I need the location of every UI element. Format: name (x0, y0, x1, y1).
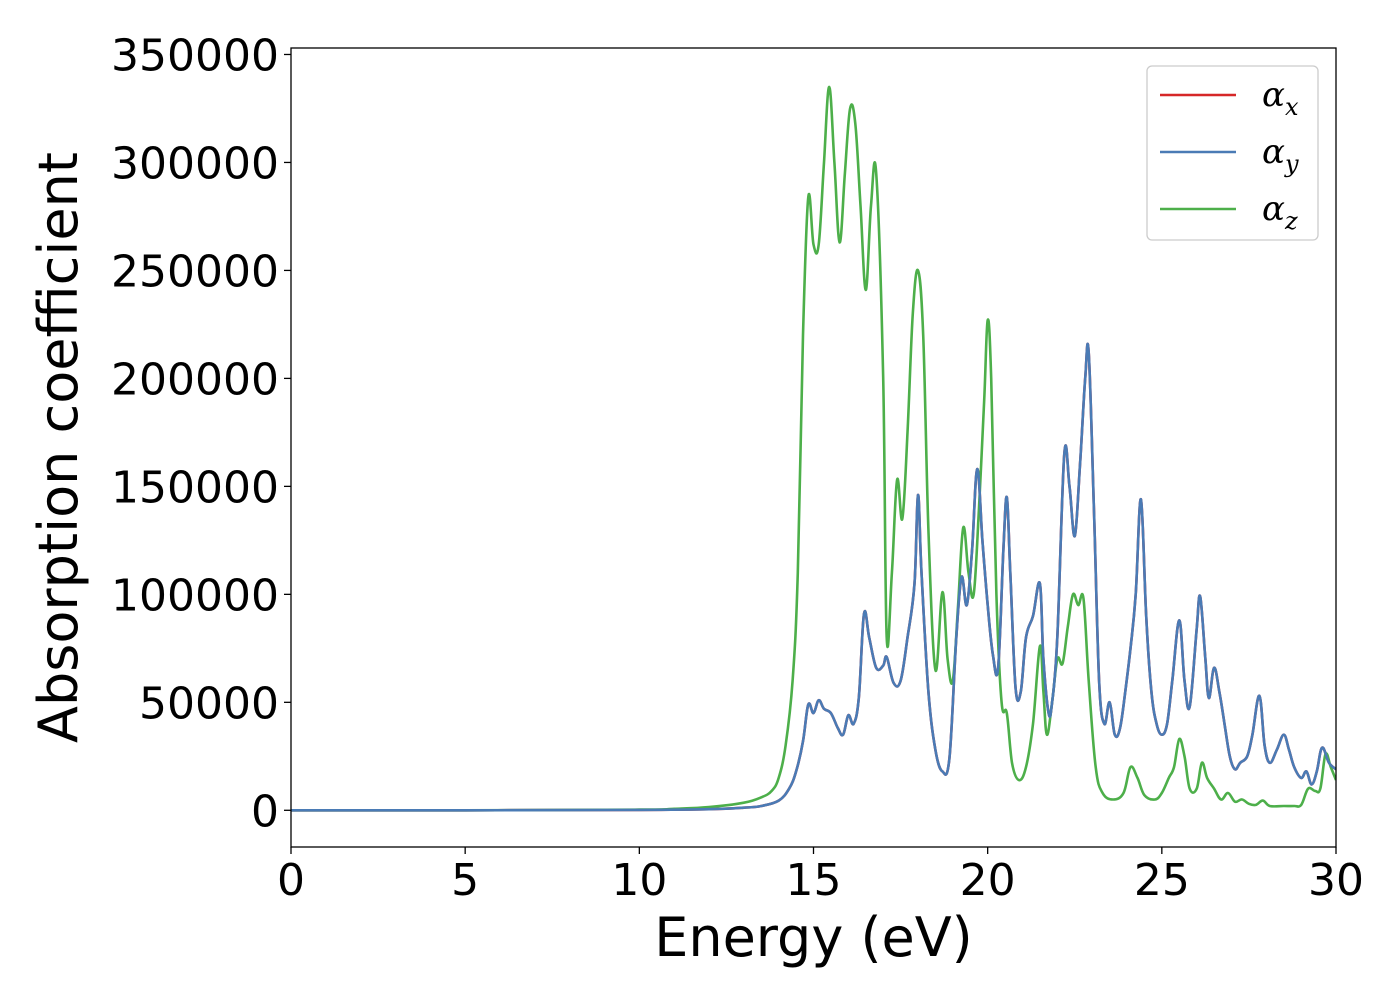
y-tick-label: 150000 (111, 462, 279, 513)
legend-label-x: αx (1262, 75, 1299, 121)
x-tick-label: 0 (277, 855, 305, 906)
y-tick-label: 300000 (111, 138, 279, 189)
y-tick-label: 250000 (111, 246, 279, 297)
y-tick-label: 200000 (111, 354, 279, 405)
y-tick-label: 50000 (139, 678, 279, 729)
x-tick-label: 20 (960, 855, 1016, 906)
x-tick-label: 15 (786, 855, 842, 906)
x-tick-label: 25 (1134, 855, 1190, 906)
legend-label-y: αy (1262, 132, 1299, 178)
x-tick-label: 5 (451, 855, 479, 906)
y-tick-label: 350000 (111, 30, 279, 81)
series-layer (291, 85, 1336, 812)
legend-label-z: αz (1262, 189, 1298, 235)
x-axis: 0 5 10 15 20 25 30 (277, 847, 1364, 906)
y-axis-label: Absorption coefficient (27, 152, 90, 743)
y-tick-label: 0 (251, 786, 279, 837)
x-tick-label: 10 (611, 855, 667, 906)
series-line-y (291, 342, 1336, 812)
x-tick-label: 30 (1308, 855, 1364, 906)
x-axis-label: Energy (eV) (654, 906, 973, 969)
series-line-z (291, 85, 1336, 812)
legend: αx αy αz (1146, 65, 1319, 241)
y-tick-label: 100000 (111, 570, 279, 621)
y-axis: 0 50000 100000 150000 200000 250000 300000 3500… (111, 30, 291, 837)
